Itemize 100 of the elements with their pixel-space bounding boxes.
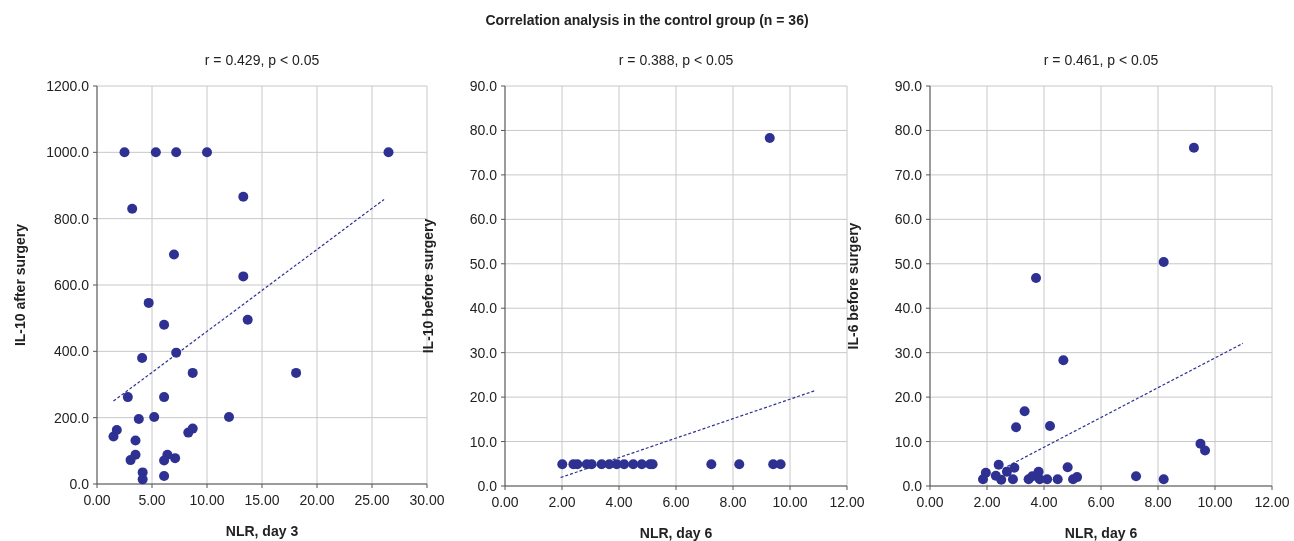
x-tick-label: 30.00 [409, 492, 445, 508]
y-tick-label: 90.0 [469, 78, 498, 94]
x-tick-label: 2.00 [973, 494, 1001, 510]
point [137, 352, 148, 363]
y-tick-label: 70.0 [469, 166, 498, 183]
point [224, 412, 234, 422]
y-tick-label: 1000.0 [46, 144, 90, 161]
x-tick-label: 5.00 [138, 492, 166, 508]
y-tick-label: 30.0 [469, 344, 498, 361]
y-tick-label: 30.0 [894, 344, 923, 361]
x-tick-label: 10.00 [189, 492, 225, 508]
point [238, 271, 249, 282]
x-tick-label: 20.00 [299, 492, 335, 508]
y-tick-label: 40.0 [469, 300, 498, 317]
y-tick-label: 60.0 [469, 211, 498, 228]
x-axis-title: NLR, day 3 [225, 523, 299, 539]
y-axis-title: IL-6 before surgery [845, 222, 861, 350]
y-tick-label: 1200.0 [46, 78, 90, 94]
x-tick-label: 10.00 [772, 494, 808, 510]
point [202, 147, 212, 158]
point [143, 297, 154, 308]
y-tick-label: 90.0 [894, 78, 923, 94]
point [1131, 471, 1142, 482]
point [159, 392, 170, 403]
point [159, 319, 170, 330]
point [171, 147, 182, 158]
point [1023, 474, 1034, 485]
point [383, 147, 394, 158]
point [993, 459, 1004, 470]
x-tick-label: 15.00 [244, 492, 280, 508]
x-tick-label: 0.00 [491, 494, 519, 510]
y-tick-label: 80.0 [894, 122, 923, 139]
y-tick-label: 600.0 [53, 277, 90, 293]
x-axis-title: NLR, day 6 [639, 525, 713, 541]
x-tick-label: 6.00 [1087, 494, 1115, 510]
point [1031, 273, 1042, 283]
point [1019, 406, 1030, 417]
point [1158, 474, 1169, 485]
point [1200, 445, 1211, 456]
point [1007, 474, 1018, 485]
chart-subtitle: r = 0.429, p < 0.05 [204, 52, 320, 68]
point [159, 455, 170, 466]
x-tick-label: 0.00 [916, 494, 944, 510]
text: Correlation analysis in the control group (n = 36) [485, 12, 809, 28]
point [133, 413, 144, 424]
y-tick-label: 0.0 [477, 478, 498, 494]
point [1058, 355, 1069, 366]
y-tick-label: 0.0 [69, 476, 90, 492]
point [159, 471, 170, 482]
x-tick-label: 8.00 [1144, 494, 1172, 510]
point [1044, 421, 1055, 431]
point [127, 203, 138, 214]
point [171, 347, 182, 358]
point [137, 474, 148, 485]
y-tick-label: 20.0 [894, 389, 923, 406]
point [1158, 257, 1169, 267]
x-tick-label: 10.00 [1197, 494, 1233, 510]
chart-subtitle: r = 0.461, p < 0.05 [1043, 52, 1159, 68]
y-tick-label: 40.0 [894, 300, 923, 317]
point [1042, 474, 1053, 485]
y-tick-label: 20.0 [469, 389, 498, 406]
y-tick-label: 200.0 [53, 409, 90, 426]
point [1001, 466, 1012, 477]
point [150, 147, 161, 158]
y-tick-label: 400.0 [53, 343, 90, 360]
y-tick-label: 10.0 [894, 433, 923, 450]
point [170, 453, 181, 464]
point [149, 412, 160, 422]
x-tick-label: 0.00 [83, 492, 111, 508]
point [187, 367, 198, 378]
x-tick-label: 4.00 [1030, 494, 1058, 510]
point [1011, 422, 1022, 433]
y-tick-label: 10.0 [469, 433, 498, 450]
x-tick-label: 2.00 [548, 494, 576, 510]
point [978, 474, 989, 485]
x-tick-label: 8.00 [719, 494, 747, 510]
point [291, 367, 302, 378]
y-axis-title: IL-10 after surgery [12, 223, 28, 347]
point [996, 474, 1007, 485]
point [119, 147, 130, 158]
x-axis-title: NLR, day 6 [1064, 525, 1138, 541]
point [125, 455, 136, 466]
point [242, 314, 253, 325]
point [1052, 474, 1063, 485]
point [238, 191, 249, 202]
point [1068, 474, 1079, 485]
y-tick-label: 50.0 [894, 255, 923, 272]
y-tick-label: 0.0 [902, 478, 923, 494]
point [1188, 142, 1199, 153]
x-tick-label: 6.00 [662, 494, 690, 510]
point [187, 423, 198, 434]
x-tick-label: 12.00 [1254, 494, 1290, 510]
y-tick-label: 70.0 [894, 166, 923, 183]
point [122, 392, 133, 403]
point [130, 435, 141, 446]
point [1062, 462, 1073, 473]
chart-subtitle: r = 0.388, p < 0.05 [618, 52, 734, 68]
x-tick-label: 25.00 [354, 492, 390, 508]
point [169, 249, 179, 260]
y-axis-title: IL-10 before surgery [420, 218, 436, 354]
